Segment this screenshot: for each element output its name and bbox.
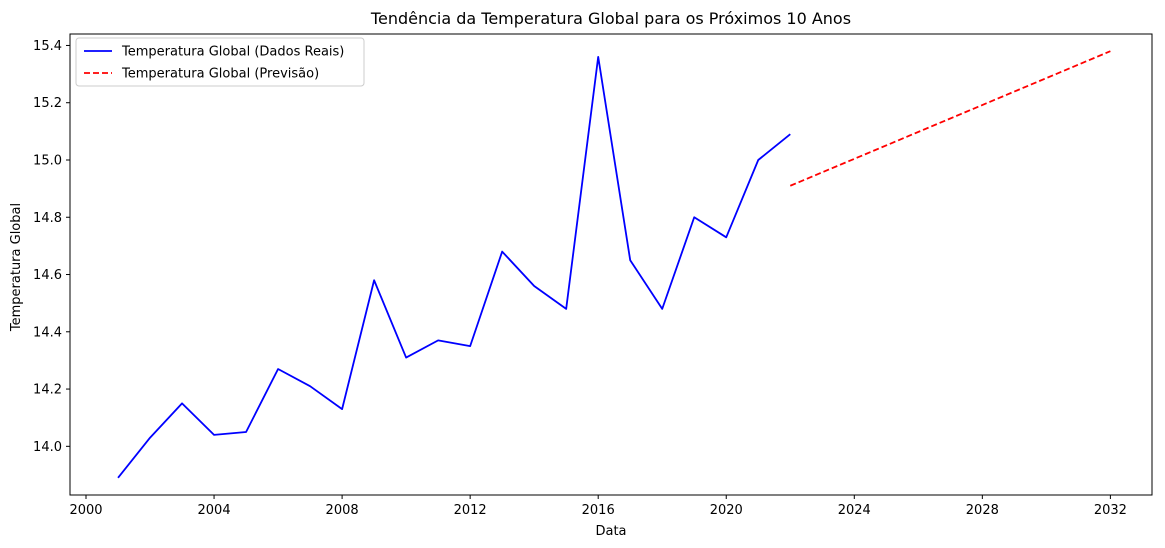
chart-title: Tendência da Temperatura Global para os … xyxy=(370,9,851,28)
legend-label-0: Temperatura Global (Dados Reais) xyxy=(121,45,344,60)
x-tick-label: 2020 xyxy=(710,503,743,518)
x-axis-label: Data xyxy=(595,524,626,539)
x-tick-label: 2028 xyxy=(966,503,999,518)
y-axis-label: Temperatura Global xyxy=(9,203,24,332)
plot-area xyxy=(117,50,1111,479)
legend: Temperatura Global (Dados Reais) Temperat… xyxy=(75,37,365,87)
x-tick-label: 2012 xyxy=(454,503,487,518)
y-tick-label: 14.2 xyxy=(33,383,62,398)
y-tick-label: 15.2 xyxy=(33,96,62,111)
legend-label-1: Temperatura Global (Previsão) xyxy=(121,67,319,82)
series-line-1 xyxy=(789,50,1111,187)
y-tick-label: 14.8 xyxy=(33,211,62,226)
x-tick-label: 2016 xyxy=(582,503,615,518)
x-tick-label: 2024 xyxy=(838,503,871,518)
y-tick-label: 14.4 xyxy=(33,325,62,340)
series-line-0 xyxy=(117,56,791,479)
x-tick-label: 2004 xyxy=(198,503,231,518)
legend-box xyxy=(75,37,365,87)
x-tick-label: 2000 xyxy=(69,503,102,518)
y-tick-label: 14.0 xyxy=(33,440,62,455)
y-tick-label: 15.0 xyxy=(33,153,62,168)
x-tick-label: 2008 xyxy=(326,503,359,518)
x-tick-label: 2032 xyxy=(1094,503,1127,518)
y-tick-label: 14.6 xyxy=(33,268,62,283)
axis-ticks: 2000 2004 2008 2012 2016 2020 2024 2028 2032 14.0… xyxy=(33,39,1127,518)
plot-frame xyxy=(69,33,1153,496)
y-tick-label: 15.4 xyxy=(33,39,62,54)
